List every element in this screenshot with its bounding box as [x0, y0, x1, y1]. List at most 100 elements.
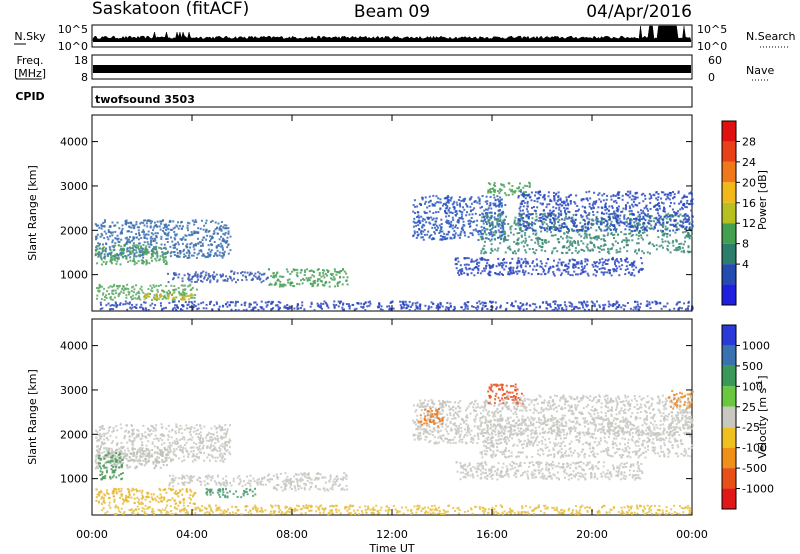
velocity-band: [668, 390, 694, 410]
velocity-ylabel: Slant Range [km]: [26, 369, 39, 465]
power-band: [487, 181, 531, 197]
power-colorbar-swatch: [722, 264, 736, 285]
velocity-colorbar-tick: -100: [742, 442, 767, 455]
velocity-band: [205, 487, 257, 499]
power-bands: [94, 181, 694, 312]
power-band: [143, 292, 194, 301]
velocity-colorbar-swatch: [722, 427, 736, 448]
velocity-ytick-label: 4000: [60, 340, 88, 353]
power-ytick-label: 1000: [60, 269, 88, 282]
xtick-label: 00:00: [76, 528, 108, 541]
nsearch-tick-bottom: 10^0: [697, 40, 727, 53]
nsky-trace: [92, 25, 692, 42]
power-band: [517, 190, 694, 233]
power-colorbar-tick: 16: [742, 197, 756, 210]
xtick-label: 16:00: [476, 528, 508, 541]
power-colorbar-tick: 20: [742, 176, 756, 189]
cpid-label: CPID: [15, 90, 44, 103]
power-colorbar-tick: 28: [742, 135, 756, 148]
power-ylabel: Slant Range [km]: [26, 165, 39, 261]
velocity-colorbar-tick: -25: [742, 421, 760, 434]
velocity-band: [504, 394, 694, 437]
velocity-ytick-label: 2000: [60, 428, 88, 441]
velocity-colorbar-tick: 100: [742, 380, 763, 393]
power-band: [94, 219, 232, 259]
nsky-series: [92, 25, 692, 42]
freq-unit: [MHz]: [14, 67, 46, 80]
velocity-bands: [94, 383, 694, 516]
power-ytick-label: 3000: [60, 180, 88, 193]
power-band: [454, 256, 644, 277]
velocity-colorbar-swatch: [722, 365, 736, 387]
power-band: [267, 268, 349, 288]
nave-tick-top: 60: [708, 54, 722, 67]
nave-tick-bottom: 0: [708, 71, 715, 84]
power-colorbar-tick: 24: [742, 156, 756, 169]
velocity-panel: 1000 2000 3000 4000 Slant Range [km] 1000 50…: [26, 318, 774, 516]
freq-tick-bottom: 8: [81, 71, 88, 84]
power-colorbar-swatch: [722, 182, 736, 203]
velocity-colorbar-label: Velocity [m s-1]: [755, 375, 770, 458]
xtick-label: 20:00: [576, 528, 608, 541]
velocity-colorbar-tick: -500: [742, 462, 767, 475]
velocity-colorbar-swatch: [722, 406, 736, 428]
power-colorbar-swatch: [722, 223, 736, 244]
power-band: [95, 283, 198, 301]
power-colorbar-swatch: [722, 161, 736, 183]
freq-label: Freq.: [16, 54, 43, 67]
velocity-colorbar-swatch: [722, 386, 736, 407]
power-colorbar-label: Power [dB]: [756, 170, 769, 230]
velocity-colorbar-tick: 25: [742, 401, 756, 414]
velocity-colorbar-swatch: [722, 325, 736, 346]
velocity-colorbar-tick: 500: [742, 360, 763, 373]
beam-title: Beam 09: [354, 2, 430, 22]
nsky-tick-bottom: 10^0: [58, 40, 88, 53]
nsky-tick-top: 10^5: [58, 23, 88, 36]
station-title: Saskatoon (fitACF): [92, 0, 249, 19]
nsky-panel: N.Sky 10^5 10^0 N.Search 10^5 10^0: [14, 23, 796, 53]
velocity-colorbar-swatch: [722, 488, 736, 509]
xtick-label: 00:00: [676, 528, 708, 541]
nsearch-tick-top: 10^5: [697, 23, 727, 36]
velocity-colorbar-swatch: [722, 468, 736, 489]
velocity-band: [101, 504, 693, 516]
power-colorbar-swatch: [722, 141, 736, 162]
xtick-label: 04:00: [176, 528, 208, 541]
power-colorbar-swatch: [722, 202, 736, 224]
velocity-band: [455, 460, 644, 481]
velocity-ytick-label: 3000: [60, 384, 88, 397]
freq-tick-top: 18: [74, 54, 88, 67]
velocity-colorbar-tick: 1000: [742, 339, 770, 352]
velocity-band: [97, 452, 124, 481]
power-ytick-label: 2000: [60, 224, 88, 237]
velocity-colorbar-swatch: [722, 447, 736, 469]
velocity-band: [417, 407, 444, 428]
velocity-colorbar-swatch: [722, 345, 736, 366]
cpid-panel: CPID twofsound 3503: [15, 86, 693, 108]
xtick-label: 12:00: [376, 528, 408, 541]
nsky-label: N.Sky: [14, 30, 46, 43]
date-title: 04/Apr/2016: [586, 2, 692, 22]
power-colorbar-swatch: [722, 121, 736, 142]
power-colorbar-tick: 8: [742, 238, 749, 251]
power-band: [94, 243, 168, 266]
velocity-ytick-label: 1000: [60, 473, 88, 486]
nsearch-label: N.Search: [746, 30, 796, 43]
cpid-value: twofsound 3503: [95, 93, 195, 106]
xaxis-label: Time UT: [368, 542, 414, 554]
power-ytick-label: 4000: [60, 136, 88, 149]
power-colorbar-tick: 12: [742, 217, 756, 230]
velocity-band: [95, 487, 197, 505]
velocity-colorbar-tick: -1000: [742, 483, 774, 496]
velocity-band: [168, 474, 269, 488]
power-colorbar-tick: 4: [742, 258, 749, 271]
freq-trace: [93, 65, 691, 73]
power-colorbar-swatch: [722, 243, 736, 265]
velocity-band: [267, 472, 349, 492]
power-panel: 1000 2000 3000 4000 Slant Range [km] 28 24 20…: [26, 114, 769, 312]
xtick-label: 08:00: [276, 528, 308, 541]
power-band: [167, 270, 269, 284]
power-colorbar-swatch: [722, 284, 736, 305]
freq-panel: Freq. [MHz] 18 8 Nave 60 0: [14, 54, 775, 84]
